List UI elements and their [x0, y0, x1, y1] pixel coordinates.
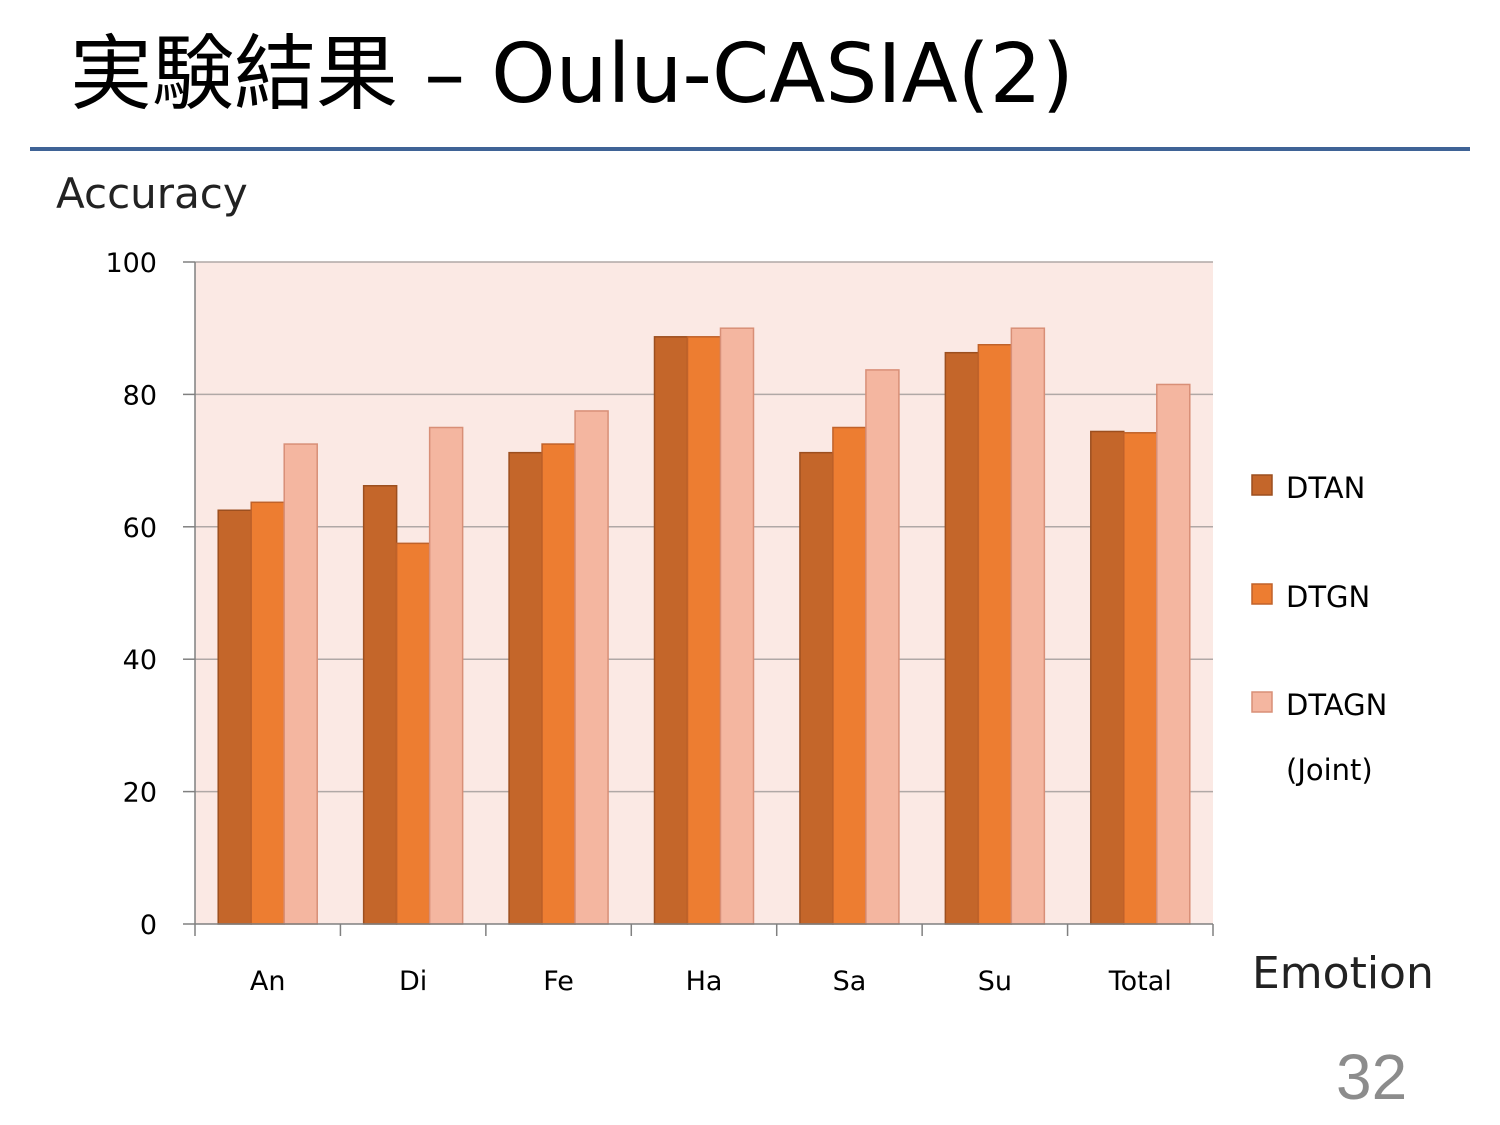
x-axis-title: Emotion: [1252, 948, 1434, 999]
x-tick-label-ha: Ha: [686, 966, 723, 997]
bar-dtan-fe: [508, 451, 543, 925]
x-tick-label-di: Di: [399, 966, 427, 997]
legend-label-dtgn: DTGN: [1286, 580, 1370, 614]
bar-dtan-su: [944, 351, 980, 925]
bar-dtan-an: [217, 509, 252, 925]
y-axis-title: Accuracy: [56, 169, 248, 218]
bars: [217, 327, 1191, 925]
x-tick-label-total: Total: [1108, 966, 1172, 997]
title-divider: [30, 147, 1470, 151]
x-tick-label-su: Su: [978, 966, 1012, 997]
bar-dtgn-ha: [686, 336, 722, 925]
bar-dtgn-sa: [832, 426, 867, 925]
bar-dtan-total: [1090, 430, 1125, 925]
bar-dtagn-total: [1156, 383, 1191, 925]
bar-dtagn-di: [428, 426, 464, 925]
y-tick-label: 100: [105, 248, 157, 279]
axes: [183, 261, 1214, 936]
bar-dtgn-total: [1123, 432, 1158, 925]
y-tick-label: 60: [123, 513, 157, 544]
legend-swatch-dtan: [1251, 474, 1273, 496]
bar-dtagn-ha: [719, 327, 755, 925]
slide-title: 実験結果 – Oulu-CASIA(2): [70, 27, 1074, 122]
legend-swatch-dtgn: [1251, 583, 1273, 605]
x-tick-label-fe: Fe: [543, 966, 574, 997]
y-tick-label: 20: [123, 778, 157, 809]
y-tick-label: 0: [140, 910, 157, 941]
legend-label-dtagn: DTAGN: [1286, 688, 1387, 722]
bar-dtan-ha: [653, 336, 689, 925]
bar-dtgn-su: [977, 344, 1013, 925]
bar-dtan-sa: [799, 451, 834, 925]
y-tick-label: 40: [123, 645, 157, 676]
legend-label-dtan: DTAN: [1286, 471, 1365, 505]
bar-dtgn-fe: [541, 443, 576, 925]
bar-dtagn-sa: [865, 369, 900, 925]
bar-dtagn-fe: [574, 410, 609, 925]
bar-dtgn-an: [250, 501, 285, 925]
bar-dtagn-an: [283, 443, 318, 925]
x-tick-label-sa: Sa: [833, 966, 867, 997]
legend: DTAN DTGN DTAGN (Joint): [1251, 471, 1387, 787]
bar-dtagn-su: [1010, 327, 1046, 925]
bar-dtan-di: [362, 485, 398, 925]
page-number: 32: [1336, 1041, 1408, 1113]
legend-label-dtagn-line2: (Joint): [1286, 753, 1373, 787]
x-tick-label-an: An: [250, 966, 286, 997]
tick-labels: 0 20 40 60 80 100 An Di Fe Ha Sa Su Total: [105, 248, 1171, 997]
bar-dtgn-di: [395, 542, 431, 925]
y-tick-label: 80: [123, 380, 157, 411]
legend-swatch-dtagn: [1251, 691, 1273, 713]
